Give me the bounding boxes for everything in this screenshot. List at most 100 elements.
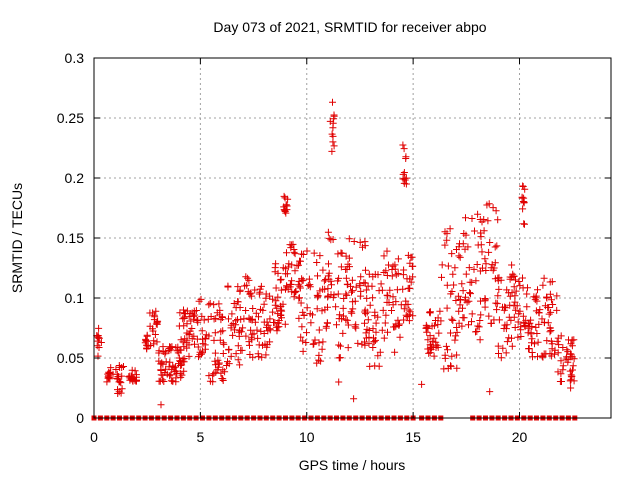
data-point bbox=[443, 236, 451, 244]
data-point bbox=[298, 277, 306, 285]
x-tick-label: 20 bbox=[512, 429, 528, 445]
data-point bbox=[366, 301, 374, 309]
data-point bbox=[236, 304, 244, 311]
data-point bbox=[429, 337, 437, 345]
data-point bbox=[436, 307, 444, 315]
data-point bbox=[435, 329, 443, 337]
data-point bbox=[524, 284, 531, 292]
data-point bbox=[295, 261, 302, 269]
data-point bbox=[332, 303, 340, 311]
data-point bbox=[244, 288, 252, 296]
data-point bbox=[499, 303, 506, 311]
x-tick-label: 0 bbox=[90, 429, 98, 445]
data-point bbox=[254, 350, 262, 358]
data-point bbox=[225, 345, 233, 353]
data-point bbox=[344, 344, 352, 352]
data-point bbox=[399, 285, 407, 293]
data-point bbox=[149, 309, 157, 317]
data-point bbox=[242, 332, 250, 340]
data-point bbox=[266, 338, 274, 346]
data-point bbox=[475, 323, 483, 331]
data-point bbox=[229, 331, 237, 339]
data-point bbox=[178, 371, 186, 379]
data-point bbox=[540, 274, 548, 282]
data-point bbox=[186, 327, 194, 335]
data-point bbox=[406, 275, 414, 283]
data-point bbox=[485, 248, 493, 256]
data-point bbox=[487, 319, 495, 327]
data-point bbox=[219, 314, 226, 321]
data-point bbox=[291, 267, 299, 275]
data-point bbox=[458, 280, 466, 288]
data-point bbox=[399, 141, 407, 149]
data-point bbox=[198, 349, 206, 357]
data-point bbox=[147, 342, 155, 349]
data-point bbox=[269, 295, 277, 303]
data-point bbox=[210, 336, 218, 344]
data-point bbox=[93, 333, 101, 341]
data-point bbox=[112, 366, 120, 373]
data-point bbox=[210, 301, 218, 309]
data-point bbox=[438, 261, 446, 269]
data-point bbox=[368, 282, 376, 290]
data-point bbox=[521, 322, 529, 329]
data-point bbox=[358, 340, 366, 348]
data-point bbox=[324, 228, 332, 236]
data-point bbox=[383, 247, 391, 255]
data-point bbox=[206, 299, 214, 307]
data-point bbox=[314, 272, 321, 280]
data-point bbox=[143, 345, 151, 353]
data-point bbox=[103, 378, 111, 386]
data-point bbox=[521, 220, 528, 228]
data-point bbox=[194, 343, 202, 351]
data-point bbox=[352, 324, 360, 332]
data-point bbox=[547, 327, 555, 334]
data-point bbox=[456, 296, 464, 303]
data-point bbox=[564, 358, 572, 366]
data-point bbox=[280, 206, 288, 214]
data-point bbox=[345, 235, 353, 243]
data-point bbox=[158, 359, 166, 367]
data-point bbox=[392, 320, 400, 328]
data-point bbox=[438, 273, 445, 281]
data-point bbox=[539, 353, 547, 361]
data-point bbox=[394, 255, 402, 263]
data-point bbox=[262, 290, 270, 298]
data-point bbox=[510, 283, 518, 291]
data-point bbox=[495, 316, 503, 324]
data-point bbox=[346, 263, 353, 271]
data-point bbox=[181, 335, 189, 343]
data-point bbox=[345, 254, 353, 262]
data-point bbox=[303, 329, 310, 337]
data-point bbox=[514, 318, 522, 326]
data-point bbox=[175, 354, 183, 362]
data-point bbox=[219, 377, 227, 384]
data-point bbox=[557, 370, 565, 378]
data-point bbox=[215, 360, 223, 368]
data-point bbox=[319, 266, 327, 274]
data-point bbox=[95, 344, 103, 351]
data-point bbox=[369, 325, 377, 333]
data-point bbox=[497, 276, 505, 284]
data-point bbox=[200, 316, 208, 324]
data-point bbox=[448, 352, 456, 360]
data-point bbox=[459, 304, 466, 312]
data-point bbox=[113, 375, 121, 382]
data-point bbox=[510, 313, 518, 321]
data-point bbox=[166, 358, 174, 366]
axis-ticks: 0 0.05 0.1 0.15 0.2 0.25 0.3 0 5 10 15 20 bbox=[57, 50, 611, 445]
data-point bbox=[466, 289, 474, 297]
data-point bbox=[551, 350, 558, 358]
data-point bbox=[211, 329, 219, 337]
data-point bbox=[334, 250, 342, 258]
data-point bbox=[434, 321, 442, 329]
data-point bbox=[473, 261, 481, 268]
data-point bbox=[380, 252, 388, 260]
data-point bbox=[481, 303, 489, 311]
data-point bbox=[291, 250, 299, 258]
data-point bbox=[248, 292, 256, 300]
data-point bbox=[380, 334, 388, 342]
data-point bbox=[553, 337, 561, 345]
data-point bbox=[364, 316, 372, 324]
